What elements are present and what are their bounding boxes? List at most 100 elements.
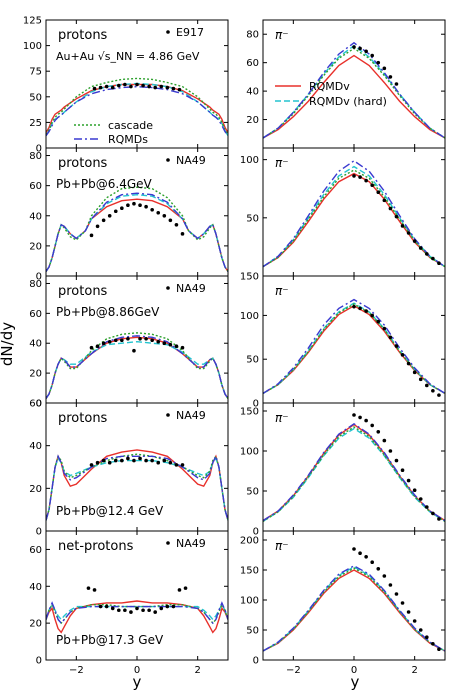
panel-title: π⁻: [275, 411, 289, 425]
panel-title: π⁻: [275, 539, 289, 553]
data-point: [418, 497, 423, 501]
data-point: [370, 183, 375, 188]
panel-8: 0 50 100 150 π⁻: [240, 402, 446, 538]
data-point: [406, 361, 411, 366]
data-point: [138, 203, 142, 208]
panel-7: 0 50 100 π⁻: [240, 275, 446, 410]
legend-label: NA49: [176, 282, 206, 295]
y-tick-label: 50: [246, 487, 259, 498]
data-point: [95, 224, 100, 229]
data-point: [431, 642, 435, 646]
y-tick-label: 40: [29, 339, 42, 350]
y-tick-label: 40: [29, 441, 42, 452]
data-point: [98, 604, 103, 609]
y-tick-label: 0: [36, 656, 42, 667]
data-point: [370, 53, 375, 58]
data-point: [180, 463, 185, 467]
data-point: [437, 647, 441, 651]
y-tick-label: 60: [29, 399, 42, 410]
y-tick-label: 0: [36, 527, 42, 538]
data-point: [138, 336, 142, 341]
panel-collision: Pb+Pb@17.3 GeV: [56, 633, 164, 647]
data-point: [150, 458, 154, 463]
x-tick-label: −2: [286, 665, 301, 676]
series-rqmdv_hard: [46, 340, 228, 399]
series-cascade: [46, 332, 228, 399]
right-x-axis-label: y: [351, 673, 360, 691]
panel-title: π⁻: [275, 284, 289, 298]
data-point: [400, 601, 405, 605]
y-tick-label: 60: [29, 181, 42, 192]
legend-label: NA49: [176, 409, 206, 422]
data-point: [358, 175, 362, 179]
series-rqmdv_hard: [263, 165, 445, 268]
data-point: [101, 218, 106, 223]
data-point: [113, 458, 118, 463]
x-tick-label: 2: [194, 665, 200, 676]
data-point: [370, 560, 375, 564]
series-cascade: [263, 169, 445, 268]
data-point: [364, 309, 368, 313]
data-point: [180, 232, 185, 236]
data-point: [86, 586, 91, 590]
data-point: [144, 336, 148, 341]
data-point: [141, 608, 145, 613]
data-point: [113, 338, 118, 343]
panel-3: 0 20 40 60 protons Pb+Pb@12.4 GeV NA49: [29, 399, 229, 538]
data-point: [358, 415, 362, 420]
y-tick-label: 125: [23, 16, 42, 27]
data-point: [129, 84, 133, 89]
data-point: [165, 604, 170, 609]
y-tick-label: 50: [246, 355, 259, 366]
left-x-axis-label: y: [133, 673, 142, 691]
y-tick-label: 40: [246, 87, 259, 98]
panel-collision: Pb+Pb@12.4 GeV: [56, 504, 164, 518]
data-point: [431, 388, 435, 393]
data-point: [89, 345, 94, 350]
y-tick-label: 50: [29, 92, 42, 103]
data-point: [394, 214, 399, 219]
data-point: [394, 82, 399, 86]
series-rqmds: [263, 298, 445, 394]
data-point: [135, 82, 139, 87]
y-tick-label: 200: [240, 536, 259, 547]
data-point: [431, 511, 435, 516]
y-tick-label: 60: [29, 545, 42, 556]
data-point: [117, 83, 121, 88]
data-point: [437, 517, 441, 521]
data-point: [400, 468, 405, 473]
data-point: [144, 458, 148, 463]
data-point: [352, 547, 356, 551]
y-tick-label: 80: [29, 151, 42, 162]
data-point: [150, 207, 154, 212]
data-point: [156, 210, 161, 215]
data-point: [376, 60, 381, 65]
x-tick-label: 0: [134, 665, 140, 676]
data-point: [156, 339, 161, 344]
data-point: [153, 610, 157, 614]
panel-title: protons: [58, 156, 108, 171]
data-point: [107, 213, 112, 218]
legend-label: RQMDv: [309, 80, 350, 93]
data-point: [171, 86, 176, 91]
data-point: [171, 604, 176, 609]
data-point: [406, 231, 411, 235]
data-point: [425, 505, 429, 509]
y-tick-label: 0: [253, 399, 259, 410]
data-point: [144, 204, 148, 209]
data-point: [370, 423, 375, 428]
data-point: [89, 463, 94, 467]
data-point: [412, 239, 417, 243]
x-tick-label: −2: [69, 665, 84, 676]
data-point: [150, 338, 154, 343]
data-point: [364, 178, 368, 183]
series-cascade: [46, 77, 228, 136]
data-point: [132, 458, 136, 463]
data-point: [147, 84, 151, 89]
data-point: [141, 83, 145, 88]
y-tick-label: 100: [240, 311, 259, 322]
panel-1: 0 20 40 60 80 protons Pb+Pb@6.4GeV NA49: [29, 147, 229, 283]
panel-frame: [262, 402, 446, 532]
y-tick-label: 20: [29, 619, 42, 630]
